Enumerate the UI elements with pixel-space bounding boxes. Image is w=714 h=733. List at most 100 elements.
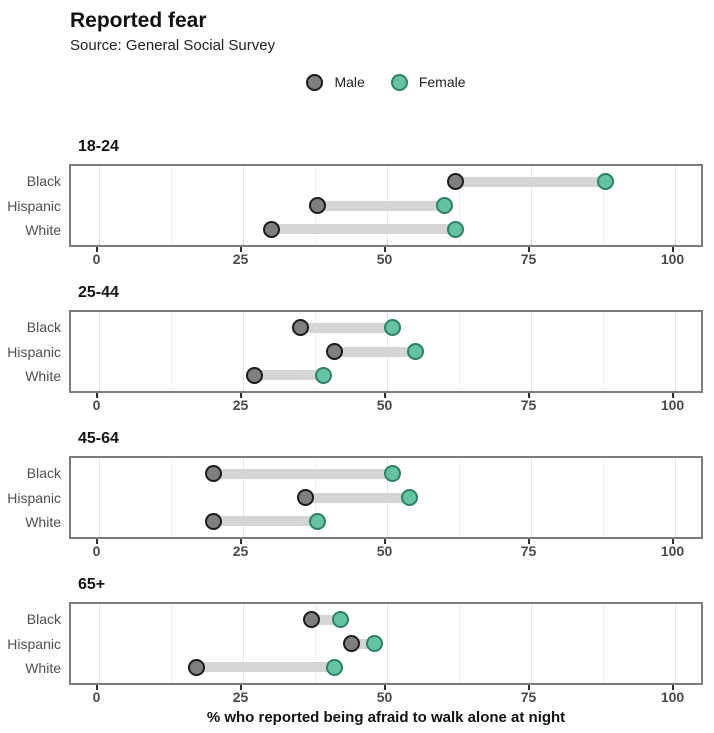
axis-tick (527, 685, 530, 690)
minor-gridline (170, 458, 172, 537)
male-dot (205, 465, 223, 483)
plot-row: Black Hispanic White (0, 164, 714, 247)
axis-tick-label: 100 (660, 543, 685, 559)
category-labels: Black Hispanic White (0, 164, 69, 247)
axis-tick-label: 75 (520, 543, 537, 559)
axis-tick (527, 539, 530, 544)
axis-tick-label: 100 (660, 689, 685, 705)
major-gridline (674, 604, 676, 683)
minor-gridline (170, 312, 172, 391)
major-gridline (242, 312, 244, 391)
panel-plot (69, 310, 703, 393)
major-gridline (530, 166, 532, 245)
male-dot (297, 489, 315, 506)
axis-tick-label: 0 (92, 397, 101, 413)
panel-section-25-44: 25-44 Black Hispanic White 0 25 50 75 100 (0, 283, 714, 413)
female-dot (435, 197, 453, 214)
female-dot (326, 658, 344, 676)
category-label: Hispanic (7, 343, 61, 360)
major-gridline (674, 166, 676, 245)
panel-section-18-24: 18-24 Black Hispanic White 0 25 50 75 100 (0, 137, 714, 267)
category-label: White (25, 368, 61, 385)
legend-container: Male Female (69, 73, 703, 91)
minor-gridline (458, 166, 460, 245)
category-labels: Black Hispanic White (0, 310, 69, 393)
panel-section-45-64: 45-64 Black Hispanic White 0 25 50 75 100 (0, 429, 714, 559)
minor-gridline (602, 312, 604, 391)
category-label: Hispanic (7, 635, 61, 652)
axis-tick (239, 393, 242, 398)
male-dot (187, 658, 205, 676)
major-gridline (386, 604, 388, 683)
panel-title: 45-64 (78, 430, 119, 447)
dumbbell-connector (455, 176, 606, 187)
male-legend-dot-icon (306, 73, 324, 91)
category-label: Black (26, 172, 61, 189)
axis-tick-label: 75 (520, 251, 537, 267)
category-label: White (25, 514, 61, 531)
male-dot (343, 635, 361, 652)
axis-tick (95, 393, 98, 398)
plot-row: Black Hispanic White (0, 456, 714, 539)
plot-row: Black Hispanic White (0, 602, 714, 685)
major-gridline (674, 312, 676, 391)
dumbbell-connector (311, 614, 341, 625)
x-axis: 0 25 50 75 100 (69, 685, 703, 705)
axis-tick-label: 50 (376, 689, 393, 705)
female-dot (314, 366, 332, 384)
plot-row: Black Hispanic White (0, 310, 714, 393)
female-dot (366, 635, 384, 652)
axis-tick-label: 0 (92, 251, 101, 267)
male-dot (205, 512, 223, 530)
axis-tick (239, 539, 242, 544)
legend-label: Female (418, 74, 466, 90)
panel-section-65+: 65+ Black Hispanic White 0 25 50 75 100 (0, 575, 714, 705)
dumbbell-connector (334, 346, 416, 357)
axis-tick (95, 539, 98, 544)
x-axis-title: % who reported being afraid to walk alon… (206, 709, 566, 726)
minor-gridline (458, 604, 460, 683)
minor-gridline (314, 312, 316, 391)
major-gridline (242, 458, 244, 537)
category-label: Black (26, 464, 61, 481)
axis-tick (383, 539, 386, 544)
axis-tick-label: 100 (660, 251, 685, 267)
dumbbell-connector (305, 492, 410, 503)
dumbbell-connector (317, 200, 445, 211)
category-label: White (25, 222, 61, 239)
axis-tick (671, 539, 674, 544)
female-dot (401, 489, 419, 506)
female-dot (406, 343, 424, 360)
minor-gridline (170, 604, 172, 683)
panel-plot (69, 456, 703, 539)
panels-container: 18-24 Black Hispanic White 0 25 50 75 100 25-44 Bl… (0, 137, 714, 705)
axis-tick-label: 25 (232, 397, 249, 413)
chart-title: Reported fear (70, 9, 207, 32)
panel-plot (69, 164, 703, 247)
male-dot (303, 611, 321, 629)
axis-tick (671, 247, 674, 252)
female-dot (447, 220, 465, 238)
minor-gridline (458, 458, 460, 537)
major-gridline (98, 166, 100, 245)
dumbbell-connector (213, 516, 318, 527)
dumbbell-connector (196, 662, 335, 673)
axis-tick-label: 75 (520, 689, 537, 705)
major-gridline (98, 458, 100, 537)
male-dot (447, 173, 465, 191)
axis-tick (527, 247, 530, 252)
major-gridline (98, 312, 100, 391)
chart-header: Reported fear Source: General Social Sur… (0, 0, 714, 55)
minor-gridline (170, 166, 172, 245)
female-legend-dot-icon (390, 73, 408, 91)
x-axis: 0 25 50 75 100 (69, 539, 703, 559)
axis-tick (383, 685, 386, 690)
major-gridline (530, 604, 532, 683)
male-dot (326, 343, 344, 360)
legend-item-male: Male (306, 73, 365, 91)
axis-tick (239, 685, 242, 690)
axis-tick (239, 247, 242, 252)
x-axis: 0 25 50 75 100 (69, 247, 703, 267)
male-dot (262, 220, 280, 238)
